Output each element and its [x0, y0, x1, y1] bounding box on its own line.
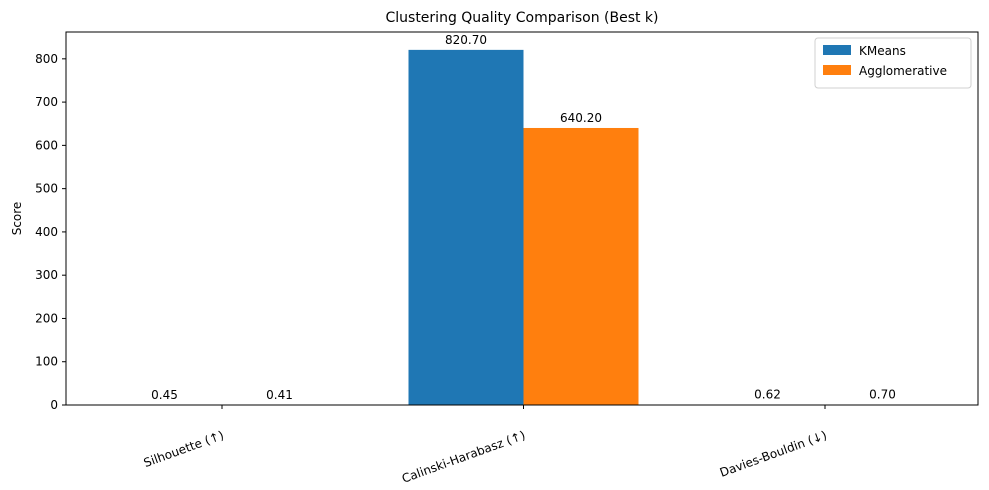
x-tick-label-silhouette: Silhouette (↑) — [142, 428, 226, 470]
bar-value-label: 0.45 — [151, 388, 178, 402]
bar-agglomerative-calinski-harabasz — [523, 127, 639, 405]
y-tick-label: 200 — [35, 311, 58, 325]
bars — [107, 49, 940, 405]
legend-label-kmeans: KMeans — [859, 44, 906, 58]
legend-swatch-agglomerative — [823, 65, 851, 75]
bar-value-label: 820.70 — [445, 33, 487, 47]
bar-kmeans-calinski-harabasz — [408, 49, 524, 405]
x-tick-label-calinski-harabasz: Calinski-Harabasz (↑) — [400, 428, 527, 486]
y-tick-label: 700 — [35, 95, 58, 109]
chart-title: Clustering Quality Comparison (Best k) — [385, 10, 658, 26]
y-tick-label: 100 — [35, 355, 58, 369]
x-tick-label-davies-bouldin: Davies-Bouldin (↓) — [718, 428, 829, 480]
legend-label-agglomerative: Agglomerative — [859, 64, 947, 78]
y-tick-label: 400 — [35, 225, 58, 239]
plot-frame — [65, 31, 979, 406]
y-tick-label: 300 — [35, 268, 58, 282]
bar-value-label: 0.62 — [754, 388, 781, 402]
bar-value-label: 640.20 — [560, 111, 602, 125]
y-axis-label: Score — [10, 202, 24, 236]
bar-value-label: 0.41 — [266, 388, 293, 402]
legend-swatch-kmeans — [823, 45, 851, 55]
bar-value-labels: 0.45 0.41 820.70 640.20 0.62 0.70 — [151, 33, 896, 402]
y-tick-label: 0 — [50, 398, 58, 412]
y-tick-label: 800 — [35, 52, 58, 66]
y-axis: 0 100 200 300 400 500 600 700 800 — [35, 52, 66, 412]
legend: KMeans Agglomerative — [814, 37, 972, 89]
x-axis: Silhouette (↑) Calinski-Harabasz (↑) Davie… — [142, 405, 829, 486]
y-tick-label: 500 — [35, 182, 58, 196]
legend-box — [814, 37, 972, 89]
bar-value-label: 0.70 — [869, 388, 896, 402]
y-tick-label: 600 — [35, 138, 58, 152]
